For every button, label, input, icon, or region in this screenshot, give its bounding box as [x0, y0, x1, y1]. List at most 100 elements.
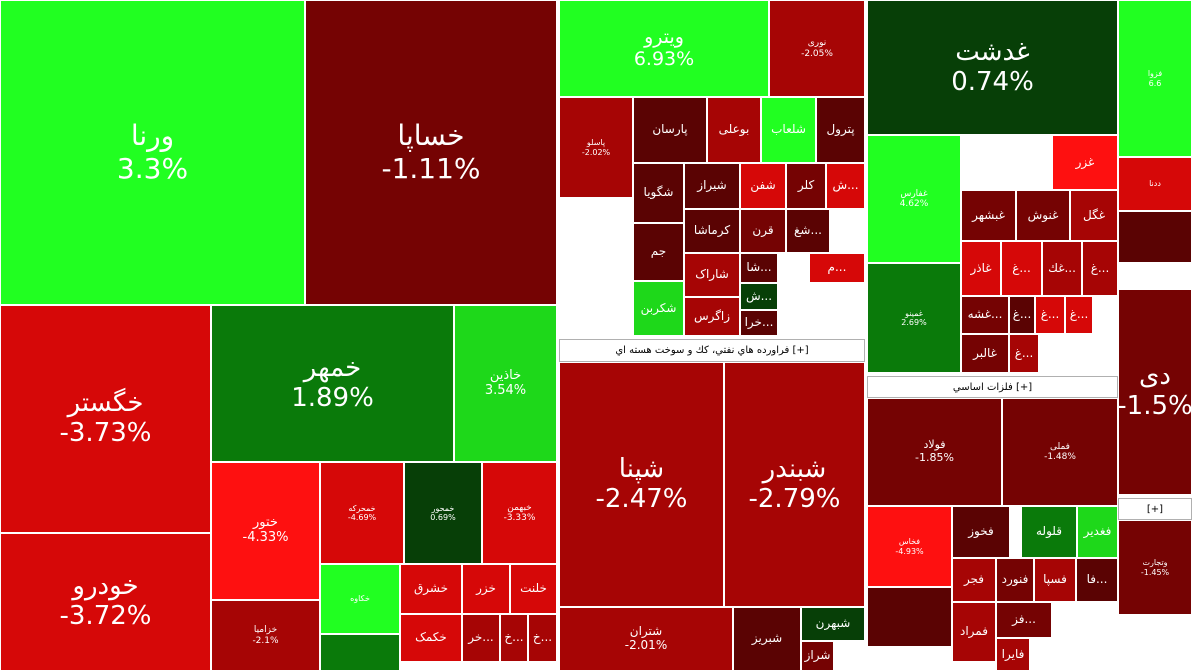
stock-tile[interactable]: فخاس -4.93%	[867, 506, 952, 587]
stock-tile[interactable]: غ...	[1035, 296, 1065, 334]
stock-symbol: ش...	[745, 288, 773, 303]
stock-tile[interactable]: خشرق	[400, 564, 462, 614]
stock-tile[interactable]: شکربن	[633, 281, 684, 336]
stock-tile[interactable]: کلر	[786, 163, 826, 209]
stock-tile[interactable]: غشه...	[961, 296, 1009, 334]
stock-symbol: خودرو	[72, 571, 139, 602]
stock-tile[interactable]: فجر	[952, 558, 996, 602]
stock-tile[interactable]: خلنت	[510, 564, 557, 614]
stock-symbol: غ...	[1014, 345, 1034, 360]
stock-tile[interactable]: فنورد	[996, 558, 1034, 602]
stock-tile[interactable]: خمحرکه -4.69%	[320, 462, 404, 564]
stock-tile[interactable]: غنوش	[1016, 190, 1070, 241]
stock-tile[interactable]: خزر	[462, 564, 510, 614]
stock-symbol: شکربن	[640, 300, 677, 315]
stock-tile[interactable]: شفن	[740, 163, 786, 209]
stock-symbol: شبندر	[762, 453, 827, 484]
stock-tile[interactable]: غ...	[1065, 296, 1093, 334]
stock-tile[interactable]: ختور -4.33%	[211, 462, 320, 600]
stock-tile[interactable]: خر...	[462, 614, 500, 662]
stock-tile[interactable]: فغدیر	[1077, 506, 1118, 558]
stock-symbol: وتجارت	[1142, 558, 1168, 568]
stock-tile[interactable]: غمینو 2.69%	[867, 263, 961, 373]
stock-tile[interactable]: دی -1.5%	[1118, 289, 1192, 495]
stock-tile[interactable]: خساپا -1.11%	[305, 0, 557, 305]
stock-tile[interactable]: فا...	[1076, 558, 1118, 602]
stock-tile[interactable]: خمحور 0.69%	[404, 462, 482, 564]
stock-change-percent: -2.01%	[624, 638, 668, 652]
stock-tile[interactable]: فملی -1.48%	[1002, 398, 1118, 506]
stock-tile[interactable]: خ...	[528, 614, 557, 662]
stock-tile[interactable]: فایرا	[996, 638, 1030, 671]
stock-tile[interactable]: فزوا 6.6	[1118, 0, 1192, 157]
stock-tile[interactable]: وتجارت -1.45%	[1118, 520, 1192, 615]
stock-tile[interactable]: شراز	[801, 641, 834, 671]
stock-tile[interactable]: غگل	[1070, 190, 1118, 241]
stock-tile[interactable]	[1118, 211, 1192, 263]
stock-tile[interactable]: جم	[633, 223, 684, 281]
stock-tile[interactable]: شاراک	[684, 253, 740, 297]
stock-tile[interactable]: غبشهر	[961, 190, 1016, 241]
stock-tile[interactable]: نوری -2.05%	[769, 0, 865, 97]
stock-tile[interactable]: ویترو 6.93%	[559, 0, 769, 97]
stock-tile[interactable]: قرن	[740, 209, 786, 253]
stock-tile[interactable]: غدشت 0.74%	[867, 0, 1118, 135]
stock-tile[interactable]: پارسان	[633, 97, 707, 163]
stock-tile[interactable]: م...	[809, 253, 865, 283]
stock-tile[interactable]: غاذر	[961, 241, 1001, 296]
stock-tile[interactable]: خبهمن -3.33%	[482, 462, 557, 564]
sector-header[interactable]: [+]	[1118, 498, 1192, 520]
stock-symbol: غ...	[1069, 307, 1089, 322]
stock-tile[interactable]: کرماشا	[684, 209, 740, 253]
stock-tile[interactable]: فمراد	[952, 602, 996, 662]
stock-tile[interactable]: پاسلو -2.02%	[559, 97, 633, 198]
stock-symbol: قرن	[752, 223, 774, 238]
stock-tile[interactable]: غالبر	[961, 334, 1009, 373]
stock-tile[interactable]: ش...	[826, 163, 865, 209]
stock-change-percent: -3.72%	[59, 601, 152, 631]
stock-tile[interactable]: فخوز	[952, 506, 1010, 558]
stock-tile[interactable]: شلعاب	[761, 97, 816, 163]
stock-tile[interactable]: قلوله	[1021, 506, 1077, 558]
stock-tile[interactable]: شگویا	[633, 163, 684, 223]
stock-tile[interactable]: خکمک	[400, 614, 462, 662]
stock-tile[interactable]: فز...	[996, 602, 1052, 638]
stock-tile[interactable]: خزامیا -2.1%	[211, 600, 320, 671]
stock-tile[interactable]: غ...	[1009, 334, 1039, 373]
stock-tile[interactable]: خگستر -3.73%	[0, 305, 211, 533]
stock-tile[interactable]: شبندر -2.79%	[724, 362, 865, 607]
stock-tile[interactable]: غ...	[1001, 241, 1042, 296]
stock-tile[interactable]: خ...	[500, 614, 528, 662]
stock-tile[interactable]: غ...	[1009, 296, 1035, 334]
stock-tile[interactable]: خرا...	[740, 310, 778, 336]
stock-tile[interactable]: فسپا	[1034, 558, 1076, 602]
stock-tile[interactable]: بوعلی	[707, 97, 761, 163]
stock-tile[interactable]	[320, 634, 400, 671]
stock-tile[interactable]: زاگرس	[684, 297, 740, 336]
stock-tile[interactable]: ورنا 3.3%	[0, 0, 305, 305]
stock-tile[interactable]: غ...	[1082, 241, 1118, 296]
stock-tile[interactable]: غفارس 4.62%	[867, 135, 961, 263]
stock-symbol: شا...	[746, 260, 772, 275]
stock-tile[interactable]	[867, 587, 952, 647]
stock-tile[interactable]: ددنا	[1118, 157, 1192, 211]
stock-tile[interactable]: شپنا -2.47%	[559, 362, 724, 607]
stock-change-percent: -2.47%	[595, 483, 688, 514]
stock-tile[interactable]: غك...	[1042, 241, 1082, 296]
stock-tile[interactable]: شتران -2.01%	[559, 607, 733, 671]
stock-tile[interactable]: شبریز	[733, 607, 801, 671]
stock-tile[interactable]: خکاوه	[320, 564, 400, 634]
stock-tile[interactable]: خودرو -3.72%	[0, 533, 211, 671]
stock-tile[interactable]: شغ...	[786, 209, 830, 253]
stock-tile[interactable]: پترول	[816, 97, 865, 163]
stock-tile[interactable]: خمهر 1.89%	[211, 305, 454, 462]
stock-tile[interactable]: شا...	[740, 253, 778, 283]
stock-tile[interactable]: غزر	[1052, 135, 1118, 190]
stock-tile[interactable]: شبهرن	[801, 607, 865, 641]
stock-tile[interactable]: شیراز	[684, 163, 740, 209]
stock-tile[interactable]: ش...	[740, 283, 778, 310]
sector-header[interactable]: فلزات اساسي [+]	[867, 376, 1118, 398]
stock-tile[interactable]: خاذین 3.54%	[454, 305, 557, 462]
stock-tile[interactable]: فولاد -1.85%	[867, 398, 1002, 506]
sector-header[interactable]: فراورده هاي نفتي، كك و سوخت هسته اي [+]	[559, 339, 865, 362]
